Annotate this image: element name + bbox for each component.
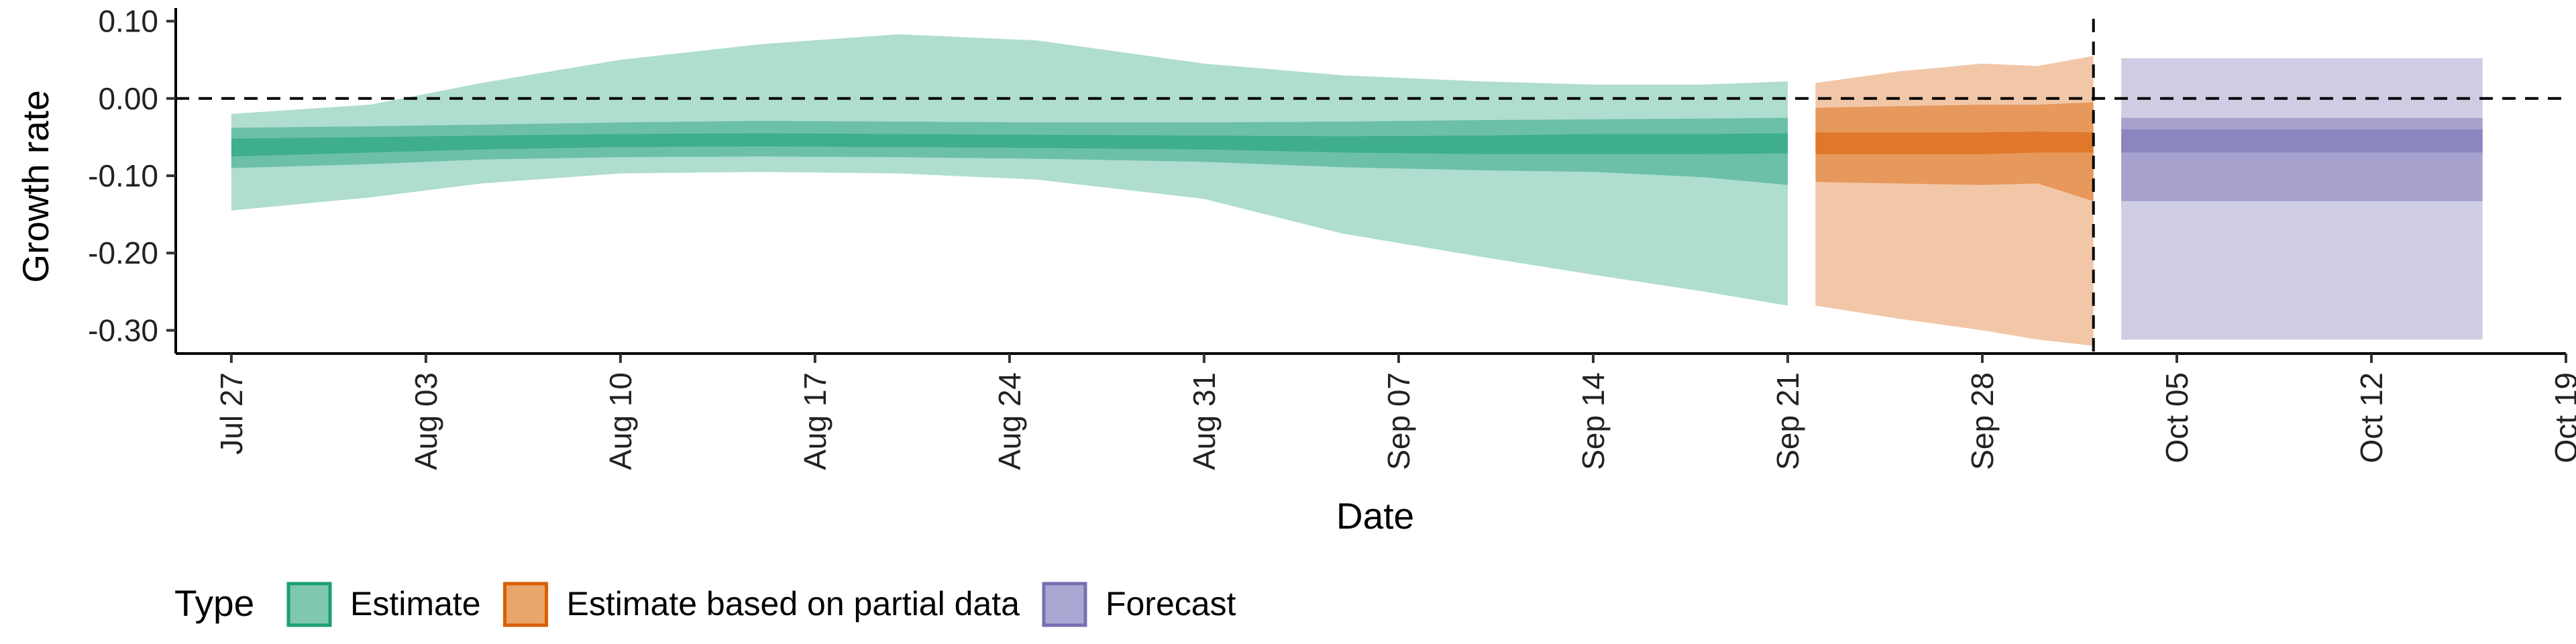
estimate-band-outer — [231, 34, 1788, 306]
x-tick-label: Sep 07 — [1381, 372, 1416, 470]
y-tick-label: 0.00 — [98, 81, 158, 116]
estimate-band-inner — [231, 133, 1788, 157]
x-tick-label: Sep 14 — [1576, 372, 1611, 470]
forecast-band-inner — [2121, 129, 2483, 153]
axes: 0.10 0.00 -0.10 -0.20 -0.30 Jul 27 Aug 03 Aug 1… — [88, 4, 2576, 470]
estimate-based-on-partial-data-band-inner — [1815, 131, 2094, 154]
legend-label: Estimate based on partial data — [567, 585, 1020, 623]
legend-title: Type — [174, 582, 254, 624]
forecast-band-outer — [2121, 58, 2483, 340]
legend-key — [1042, 582, 1087, 627]
y-tick-label: 0.10 — [98, 4, 158, 39]
estimate-based-on-partial-data-band-outer — [1815, 56, 2094, 346]
x-tick-label: Aug 31 — [1187, 372, 1222, 470]
x-tick-label: Oct 12 — [2354, 372, 2389, 464]
legend-label: Forecast — [1106, 585, 1236, 623]
x-axis-title: Date — [1336, 495, 1414, 537]
x-tick-label: Oct 19 — [2548, 372, 2576, 464]
series-estimate-based-on-partial-data — [1815, 56, 2094, 346]
y-tick-label: -0.10 — [88, 158, 158, 193]
legend-key — [503, 582, 549, 627]
x-tick-label: Jul 27 — [214, 372, 249, 455]
legend: Type Estimate Estimate based on partial da… — [174, 582, 1236, 627]
legend-item-estimate-based-on-partial-data: Estimate based on partial data — [503, 582, 1020, 627]
series-forecast — [2121, 58, 2483, 340]
x-tick-label: Oct 05 — [2159, 372, 2194, 464]
x-tick-label: Sep 28 — [1965, 372, 2000, 470]
x-tick-label: Aug 17 — [798, 372, 833, 470]
legend-item-forecast: Forecast — [1042, 582, 1236, 627]
x-tick-label: Sep 21 — [1770, 372, 1805, 470]
y-axis-title: Growth rate — [15, 90, 56, 282]
y-tick-label: -0.30 — [88, 313, 158, 347]
x-tick-label: Aug 03 — [409, 372, 443, 470]
legend-item-estimate: Estimate — [286, 582, 481, 627]
x-tick-label: Aug 10 — [603, 372, 638, 470]
reference-lines — [176, 19, 2566, 354]
x-tick-label: Aug 24 — [992, 372, 1027, 470]
legend-label: Estimate — [350, 585, 481, 623]
legend-key — [286, 582, 332, 627]
y-tick-label: -0.20 — [88, 235, 158, 270]
series-bands — [231, 34, 2483, 346]
series-estimate — [231, 34, 1788, 306]
